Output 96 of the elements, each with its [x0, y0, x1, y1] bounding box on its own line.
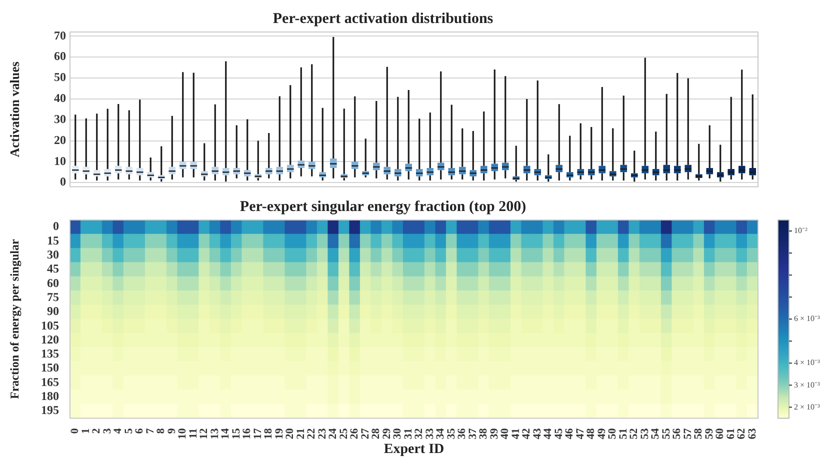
x-tick-label: 19	[273, 428, 286, 440]
y-tick-label: 180	[41, 389, 59, 404]
color-bar-label: 2 × 10⁻³	[794, 402, 821, 412]
x-tick-label: 28	[370, 428, 382, 440]
x-tick-label: 52	[628, 428, 640, 440]
x-tick-label: 59	[703, 428, 716, 440]
y-tick-label: 30	[54, 112, 66, 126]
x-tick-label: 31	[402, 428, 414, 440]
color-bar-label: 10⁻²	[794, 226, 808, 236]
y-tick-label: 10	[54, 154, 66, 168]
x-tick-label: 55	[660, 428, 672, 440]
y-tick-label: 45	[47, 262, 59, 276]
x-tick-label: 61	[724, 428, 737, 440]
x-tick-label: 36	[456, 428, 468, 440]
y-tick-label: 15	[47, 233, 59, 248]
x-tick-label: 23	[316, 428, 328, 440]
x-tick-label: 33	[424, 428, 436, 440]
x-tick-label: 24	[327, 428, 340, 440]
x-tick-label: 0	[69, 428, 82, 434]
color-bar-label: 6 × 10⁻³	[794, 314, 821, 324]
y-tick-label: 0	[53, 219, 59, 234]
x-tick-label: 14	[220, 428, 232, 440]
x-tick-label: 54	[650, 428, 662, 440]
x-tick-label: 51	[617, 428, 630, 440]
x-tick-label: 37	[466, 428, 479, 440]
x-tick-label: 9	[166, 428, 178, 434]
x-tick-label: 58	[692, 428, 705, 440]
x-tick-label: 25	[338, 428, 350, 440]
y-tick-label: 30	[47, 247, 59, 262]
x-tick-label: 32	[413, 428, 426, 440]
y-tick-label: 120	[41, 332, 59, 346]
x-tick-label: 63	[746, 428, 758, 440]
x-tick-label: 5	[122, 428, 135, 434]
y-tick-label: 40	[54, 91, 66, 106]
x-tick-label: 39	[488, 428, 500, 440]
y-tick-label: 90	[47, 304, 59, 318]
color-bar-label: 4 × 10⁻³	[794, 358, 821, 368]
y-tick-label: 195	[41, 403, 59, 418]
x-tick-label: 11	[187, 428, 200, 439]
x-tick-label: 48	[585, 428, 598, 440]
x-tick-label: 44	[542, 428, 554, 440]
x-tick-label: 18	[262, 428, 275, 440]
y-tick-label: 60	[54, 49, 66, 64]
x-tick-label: 38	[478, 428, 490, 440]
x-tick-label: 21	[294, 428, 307, 440]
x-tick-label: 12	[198, 428, 210, 440]
x-tick-label: 16	[241, 428, 254, 440]
x-tick-label: 34	[434, 428, 447, 440]
x-tick-label: 13	[208, 428, 221, 440]
x-tick-label: 53	[638, 428, 651, 440]
x-tick-label: 1	[80, 428, 92, 434]
x-tick-label: 6	[134, 428, 146, 434]
x-tick-label: 41	[510, 428, 522, 440]
x-tick-label: 2	[90, 428, 103, 434]
y-tick-label: 50	[54, 70, 66, 84]
x-tick-label: 4	[112, 428, 124, 434]
x-tick-label: 43	[531, 428, 544, 440]
y-tick-label: 60	[47, 276, 59, 290]
x-tick-label: 15	[230, 428, 242, 440]
x-tick-label: 57	[682, 428, 694, 440]
x-tick-label: 62	[736, 428, 748, 440]
y-tick-label: 150	[41, 360, 59, 375]
x-tick-label: 3	[101, 428, 114, 434]
x-axis-title: Expert ID	[384, 442, 444, 458]
x-tick-label: 8	[155, 428, 168, 434]
chart-title: Per-expert singular energy fraction (top 200)	[240, 198, 526, 215]
y-tick-label: 165	[41, 374, 59, 389]
x-tick-label: 42	[520, 428, 533, 440]
y-tick-label: 20	[54, 132, 66, 147]
x-tick-label: 29	[380, 428, 393, 440]
x-tick-label: 50	[606, 428, 619, 440]
x-tick-label: 17	[252, 428, 264, 440]
x-tick-label: 46	[564, 428, 576, 440]
y-tick-label: 75	[47, 290, 59, 304]
x-tick-label: 47	[574, 428, 586, 440]
x-tick-label: 56	[671, 428, 684, 440]
x-tick-label: 7	[144, 428, 156, 434]
x-tick-label: 10	[176, 428, 189, 440]
x-tick-label: 60	[714, 428, 726, 440]
y-axis-title: Activation values	[7, 62, 22, 158]
y-axis-title: Fraction of energy per singular	[7, 238, 22, 399]
x-tick-label: 22	[306, 428, 318, 440]
y-tick-label: 105	[41, 318, 59, 332]
x-tick-label: 40	[499, 428, 512, 440]
y-tick-label: 70	[54, 28, 66, 42]
y-tick-label: 0	[60, 174, 66, 189]
x-tick-label: 27	[359, 428, 372, 440]
x-tick-label: 30	[392, 428, 404, 440]
y-tick-label: 135	[41, 346, 59, 361]
chart-title: Per-expert activation distributions	[272, 10, 494, 27]
color-bar-label: 3 × 10⁻³	[794, 380, 821, 390]
x-tick-label: 20	[284, 428, 296, 440]
x-tick-label: 35	[445, 428, 458, 440]
x-tick-label: 26	[348, 428, 361, 440]
x-tick-label: 45	[552, 428, 565, 440]
x-tick-label: 49	[596, 428, 608, 440]
